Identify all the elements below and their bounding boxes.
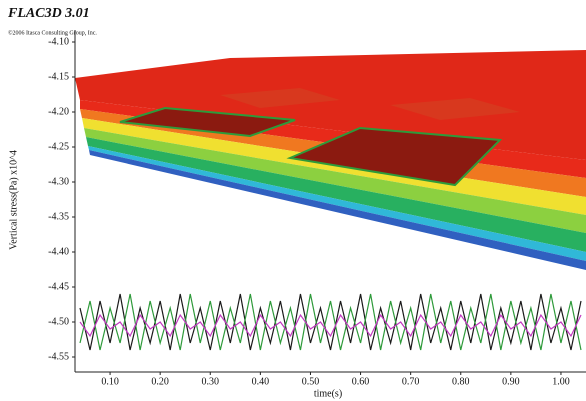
y-tick-label: -4.25 [48,141,69,152]
x-tick-label: 0.20 [151,376,169,387]
y-tick-label: -4.55 [48,351,69,362]
x-tick-label: 0.70 [402,376,420,387]
y-tick-label: -4.15 [48,71,69,82]
x-tick-label: 0.60 [352,376,370,387]
x-tick-label: 0.80 [452,376,470,387]
y-tick-label: -4.10 [48,36,69,47]
y-tick-label: -4.50 [48,316,69,327]
x-tick-label: 0.90 [502,376,520,387]
y-tick-label: -4.45 [48,281,69,292]
x-tick-label: 0.50 [302,376,320,387]
x-tick-label: 0.10 [101,376,119,387]
y-tick-label: -4.35 [48,211,69,222]
x-axis-title: time(s) [314,388,342,399]
subtitle: ©2006 Itasca Consulting Group, Inc. [8,29,97,36]
series-line [79,293,582,351]
y-tick-label: -4.30 [48,176,69,187]
x-tick-label: 0.30 [202,376,220,387]
y-tick-label: -4.20 [48,106,69,117]
model-view [75,50,586,270]
y-tick-label: -4.40 [48,246,69,257]
title: FLAC3D 3.01 [7,6,90,21]
x-tick-label: 0.40 [252,376,270,387]
x-tick-label: 1.00 [552,376,570,387]
y-axis-title: Vertical stress(Pa) x10^4 [8,150,19,250]
series-line [79,313,582,338]
